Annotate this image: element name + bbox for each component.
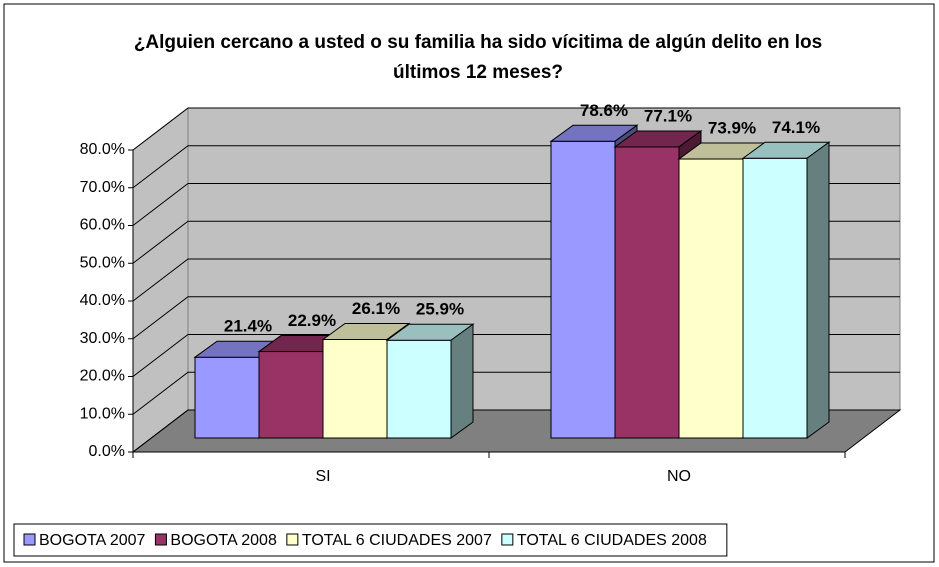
legend: BOGOTA 2007 BOGOTA 2008 TOTAL 6 CIUDADES 2… [13, 523, 728, 557]
value-label: 78.6% [580, 101, 628, 120]
grid-line [132, 107, 900, 151]
y-tick-label: 40.0% [80, 292, 125, 309]
legend-swatch [23, 533, 36, 546]
bar-front [678, 158, 744, 439]
value-label: 74.1% [772, 118, 820, 137]
y-tick-label: 70.0% [80, 179, 125, 196]
bar-front [194, 356, 260, 439]
y-tick-label: 0.0% [89, 443, 125, 460]
y-tick-label: 50.0% [80, 254, 125, 271]
x-tick-label: SI [315, 468, 330, 485]
chart-title: ¿Alguien cercano a usted o su familia ha… [133, 32, 823, 83]
bar-side [450, 323, 474, 439]
value-label: 26.1% [352, 299, 400, 318]
bar-front [258, 351, 324, 439]
legend-label: TOTAL 6 CIUDADES 2008 [517, 532, 707, 549]
value-label: 21.4% [224, 317, 272, 336]
bar-front [614, 146, 680, 439]
bar [741, 141, 831, 439]
x-tick-label: NO [667, 468, 691, 485]
bar-front [322, 338, 388, 439]
legend-swatch [286, 533, 299, 546]
legend-label: TOTAL 6 CIUDADES 2007 [302, 532, 492, 549]
legend-swatch [154, 533, 167, 546]
legend-swatch [501, 533, 514, 546]
y-tick-label: 80.0% [80, 141, 125, 158]
value-label: 22.9% [288, 311, 336, 330]
bar [385, 323, 475, 439]
bar-front [386, 339, 452, 439]
bar-front [550, 140, 616, 439]
legend-label: BOGOTA 2007 [39, 532, 146, 549]
legend-label: BOGOTA 2008 [170, 532, 277, 549]
y-tick-label: 60.0% [80, 217, 125, 234]
y-tick-label: 20.0% [80, 368, 125, 385]
y-tick-label: 10.0% [80, 405, 125, 422]
bar-front [742, 157, 808, 439]
bar-side [806, 141, 830, 439]
value-label: 73.9% [708, 119, 756, 138]
value-label: 25.9% [416, 300, 464, 319]
y-tick-label: 30.0% [80, 330, 125, 347]
legend-box [13, 523, 728, 557]
value-label: 77.1% [644, 106, 692, 125]
